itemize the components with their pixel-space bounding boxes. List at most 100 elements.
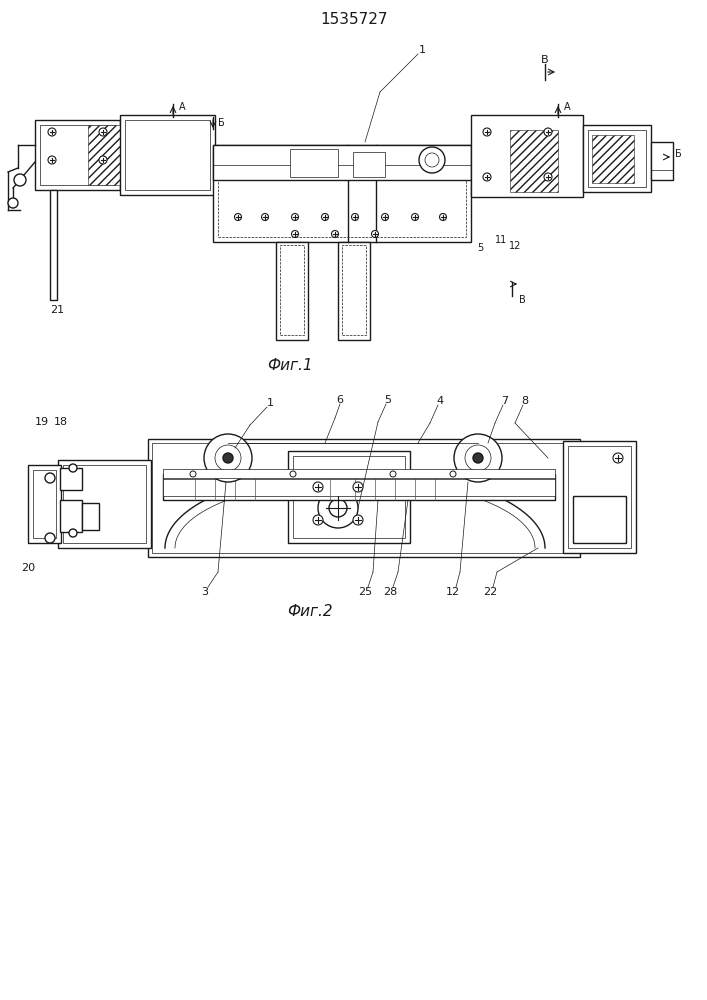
Text: В: В — [541, 55, 549, 65]
Text: 7: 7 — [501, 396, 508, 406]
Bar — [353, 152, 385, 177]
Text: 1: 1 — [419, 45, 426, 55]
Bar — [510, 130, 558, 192]
Bar — [342, 245, 366, 335]
Text: 6: 6 — [337, 395, 344, 405]
Text: 22: 22 — [483, 587, 497, 597]
Text: 1535727: 1535727 — [320, 12, 387, 27]
Text: 28: 28 — [383, 587, 397, 597]
Circle shape — [215, 445, 241, 471]
Text: 25: 25 — [358, 587, 372, 597]
Text: 21: 21 — [50, 305, 64, 315]
Circle shape — [318, 488, 358, 528]
Circle shape — [99, 128, 107, 136]
Text: Фиг.2: Фиг.2 — [287, 604, 333, 619]
Circle shape — [329, 499, 347, 517]
Bar — [218, 150, 466, 237]
Circle shape — [425, 153, 439, 167]
Circle shape — [290, 471, 296, 477]
Circle shape — [69, 529, 77, 537]
Text: 11: 11 — [495, 235, 507, 245]
Circle shape — [544, 128, 552, 136]
Circle shape — [371, 231, 378, 237]
Text: 19: 19 — [35, 417, 49, 427]
Circle shape — [313, 482, 323, 492]
Bar — [338, 242, 370, 340]
Circle shape — [483, 128, 491, 136]
Bar — [213, 145, 471, 242]
Circle shape — [204, 434, 252, 482]
Bar — [40, 125, 115, 185]
Bar — [28, 465, 61, 543]
Circle shape — [262, 214, 269, 221]
Bar — [60, 500, 82, 532]
Text: 12: 12 — [509, 241, 521, 251]
Circle shape — [382, 214, 389, 221]
Text: 3: 3 — [201, 587, 209, 597]
Bar — [573, 496, 626, 543]
Circle shape — [99, 156, 107, 164]
Text: 1: 1 — [267, 398, 274, 408]
Circle shape — [313, 515, 323, 525]
Bar — [82, 503, 99, 530]
Text: Фиг.1: Фиг.1 — [267, 358, 312, 372]
Bar — [276, 242, 308, 340]
Circle shape — [411, 214, 419, 221]
Text: Б: Б — [674, 149, 682, 159]
Circle shape — [48, 156, 56, 164]
Bar — [471, 115, 583, 197]
Bar — [592, 135, 634, 183]
Bar — [163, 479, 555, 496]
Bar — [213, 145, 471, 180]
Circle shape — [440, 214, 447, 221]
Circle shape — [45, 473, 55, 483]
Circle shape — [48, 128, 56, 136]
Circle shape — [291, 231, 298, 237]
Circle shape — [45, 533, 55, 543]
Bar — [58, 460, 151, 548]
Bar — [125, 120, 210, 190]
Text: 20: 20 — [21, 563, 35, 573]
Circle shape — [613, 453, 623, 463]
Bar — [651, 142, 673, 180]
Circle shape — [450, 471, 456, 477]
Circle shape — [8, 198, 18, 208]
Text: 5: 5 — [477, 243, 483, 253]
Text: 5: 5 — [385, 395, 392, 405]
Circle shape — [390, 471, 396, 477]
Text: А: А — [179, 102, 185, 112]
Text: В: В — [519, 295, 525, 305]
Circle shape — [483, 173, 491, 181]
Circle shape — [351, 214, 358, 221]
Bar — [152, 443, 576, 553]
Circle shape — [473, 453, 483, 463]
Circle shape — [332, 231, 339, 237]
Bar — [563, 441, 636, 553]
Circle shape — [291, 214, 298, 221]
Bar — [88, 125, 120, 185]
Circle shape — [69, 464, 77, 472]
Bar — [60, 468, 82, 490]
Bar — [35, 120, 120, 190]
Bar — [290, 149, 338, 177]
Circle shape — [544, 173, 552, 181]
Text: 8: 8 — [522, 396, 529, 406]
Bar — [50, 190, 57, 300]
Bar — [63, 465, 146, 543]
Bar — [280, 245, 304, 335]
Circle shape — [14, 174, 26, 186]
Text: 12: 12 — [446, 587, 460, 597]
Text: Б: Б — [218, 118, 224, 128]
Bar — [163, 474, 555, 500]
Bar — [588, 130, 646, 187]
Circle shape — [235, 214, 242, 221]
Circle shape — [419, 147, 445, 173]
Text: 18: 18 — [54, 417, 68, 427]
Bar — [33, 470, 56, 538]
Bar — [163, 469, 555, 478]
Circle shape — [465, 445, 491, 471]
Circle shape — [353, 515, 363, 525]
Text: 4: 4 — [436, 396, 443, 406]
Circle shape — [322, 214, 329, 221]
Text: А: А — [563, 102, 571, 112]
